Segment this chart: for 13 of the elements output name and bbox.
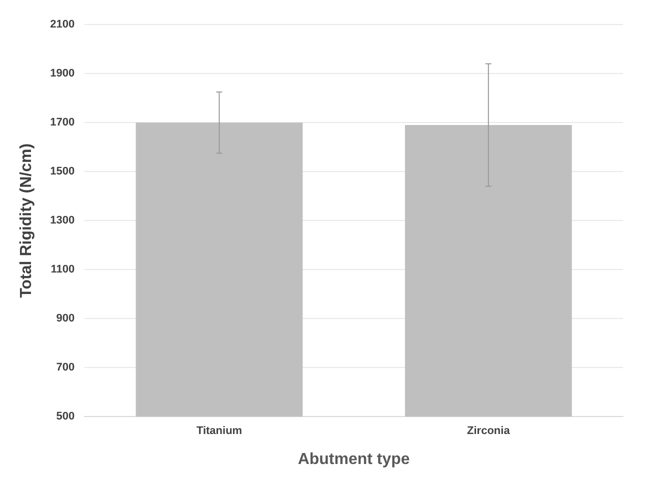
y-tick-label: 700 bbox=[56, 362, 75, 374]
y-tick-label: 900 bbox=[56, 312, 75, 325]
y-axis-title: Total Rigidity (N/cm) bbox=[18, 143, 36, 298]
x-axis-title: Abutment type bbox=[298, 450, 410, 468]
y-tick-label: 500 bbox=[56, 410, 75, 423]
x-tick-label: Titanium bbox=[196, 425, 242, 438]
y-tick-label: 1700 bbox=[50, 116, 75, 129]
x-tick-label: Zirconia bbox=[467, 425, 511, 438]
y-tick-label: 2100 bbox=[50, 18, 75, 31]
y-tick-label: 1900 bbox=[50, 68, 75, 80]
y-tick-label: 1500 bbox=[50, 166, 75, 178]
y-tick-label: 1100 bbox=[50, 264, 75, 276]
y-tick-label: 1300 bbox=[50, 214, 75, 227]
